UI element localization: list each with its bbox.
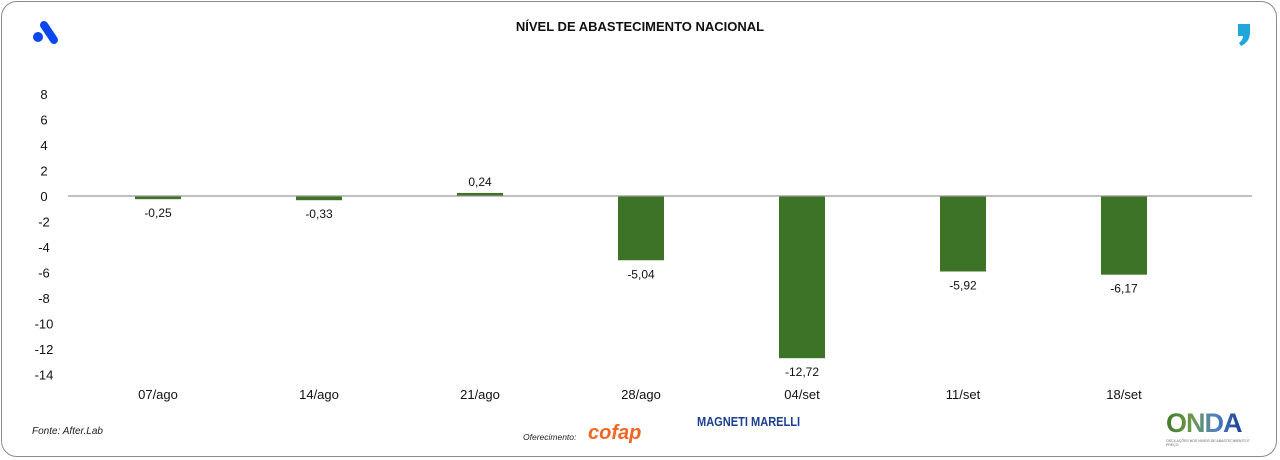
y-tick-label: -6 xyxy=(38,266,50,281)
chart-title: NÍVEL DE ABASTECIMENTO NACIONAL xyxy=(515,19,765,34)
y-tick-label: -12 xyxy=(35,342,54,357)
data-label: -0,25 xyxy=(144,206,172,220)
source-note: Fonte: After.Lab xyxy=(32,426,103,437)
cofap-logo: cofap xyxy=(588,422,642,444)
x-tick-label: 28/ago xyxy=(621,387,661,402)
onda-logo: ONDA xyxy=(1166,408,1242,438)
bar xyxy=(940,196,986,272)
y-tick-label: -2 xyxy=(38,215,50,230)
bar xyxy=(296,196,342,201)
data-label: -12,72 xyxy=(785,365,819,379)
bar xyxy=(779,196,825,359)
y-tick-label: -10 xyxy=(35,317,54,332)
y-tick-label: 4 xyxy=(40,138,47,153)
x-tick-label: 14/ago xyxy=(299,387,339,402)
y-tick-label: -8 xyxy=(38,291,50,306)
bar xyxy=(618,196,664,261)
x-tick-label: 21/ago xyxy=(460,387,500,402)
bar xyxy=(1101,196,1147,275)
y-tick-label: 0 xyxy=(40,189,47,204)
data-label: -6,17 xyxy=(1110,282,1138,296)
x-tick-label: 04/set xyxy=(784,387,820,402)
bar xyxy=(135,196,181,200)
y-tick-label: 2 xyxy=(40,164,47,179)
x-tick-label: 07/ago xyxy=(138,387,178,402)
y-tick-label: 8 xyxy=(40,87,47,102)
y-tick-label: -4 xyxy=(38,240,50,255)
data-label: -0,33 xyxy=(305,207,333,221)
y-tick-label: 6 xyxy=(40,113,47,128)
onda-tagline: OSCILAÇÕES NOS NÍVEIS DE ABASTECIMENTO E… xyxy=(1166,439,1250,447)
x-tick-label: 11/set xyxy=(946,387,981,402)
x-tick-label: 18/set xyxy=(1106,387,1142,402)
data-label: -5,92 xyxy=(949,278,977,292)
data-label: -5,04 xyxy=(627,267,655,281)
bar xyxy=(457,192,503,196)
sponsor-label: Oferecimento: xyxy=(523,432,577,442)
data-label: 0,24 xyxy=(468,175,492,189)
y-tick-label: -14 xyxy=(35,368,54,383)
magneti-marelli-logo: MAGNETI MARELLI xyxy=(697,414,801,429)
